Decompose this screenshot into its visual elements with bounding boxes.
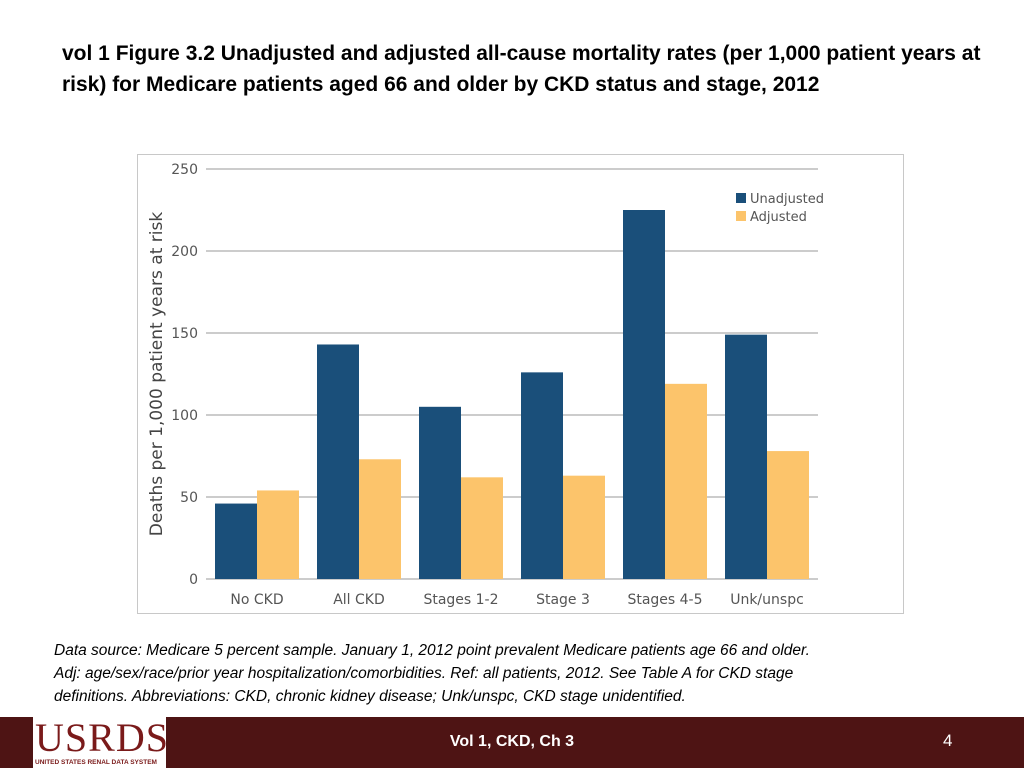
caption-line: definitions. Abbreviations: CKD, chronic… — [54, 688, 686, 705]
bar-unadjusted — [317, 344, 359, 579]
bar-adjusted — [665, 383, 707, 579]
footer-chapter-label: Vol 1, CKD, Ch 3 — [449, 733, 575, 750]
legend-label: Unadjusted — [750, 192, 824, 207]
bar-adjusted — [461, 477, 503, 579]
x-tick-label: Unk/unspc — [730, 592, 804, 608]
caption-line: Data source: Medicare 5 percent sample. … — [54, 642, 810, 659]
bar-unadjusted — [419, 406, 461, 579]
chart-frame: 0 50 100 150 200 250 Deaths per 1,000 patient … — [137, 154, 904, 614]
y-tick-label: 250 — [171, 162, 198, 178]
y-tick-label: 150 — [171, 326, 198, 342]
y-tick-label: 200 — [171, 244, 198, 260]
slide-number: 4 — [943, 731, 953, 750]
bar-unadjusted — [623, 210, 665, 579]
bar-chart: 0 50 100 150 200 250 Deaths per 1,000 patient … — [147, 162, 824, 608]
x-tick-label: Stage 3 — [536, 592, 590, 608]
data-source-caption: Data source: Medicare 5 percent sample. … — [54, 639, 994, 708]
bar-adjusted — [359, 459, 401, 579]
y-tick-label: 0 — [189, 572, 198, 588]
y-axis-label: Deaths per 1,000 patient years at risk — [147, 212, 167, 537]
footer-bar — [0, 717, 1024, 768]
legend-label: Adjusted — [750, 210, 807, 225]
bar-unadjusted — [521, 372, 563, 579]
slide-title: vol 1 Figure 3.2 Unadjusted and adjusted… — [62, 42, 981, 96]
y-tick-label: 100 — [171, 408, 198, 424]
usrds-logo: USRDS UNITED STATES RENAL DATA SYSTEM — [33, 714, 169, 768]
logo-subtext: UNITED STATES RENAL DATA SYSTEM — [35, 759, 157, 766]
logo-text: USRDS — [35, 715, 169, 760]
bar-adjusted — [257, 490, 299, 579]
bar-unadjusted — [725, 334, 767, 579]
y-tick-label: 50 — [180, 490, 198, 506]
caption-line: Adj: age/sex/race/prior year hospitaliza… — [54, 665, 794, 682]
x-tick-label: Stages 4-5 — [627, 592, 702, 608]
legend-swatch — [736, 193, 746, 203]
x-tick-label: Stages 1-2 — [423, 592, 498, 608]
bar-adjusted — [563, 475, 605, 579]
x-tick-label: All CKD — [333, 592, 385, 608]
x-tick-label: No CKD — [230, 592, 283, 608]
bar-unadjusted — [215, 503, 257, 579]
legend-swatch — [736, 211, 746, 221]
bar-adjusted — [767, 451, 809, 579]
